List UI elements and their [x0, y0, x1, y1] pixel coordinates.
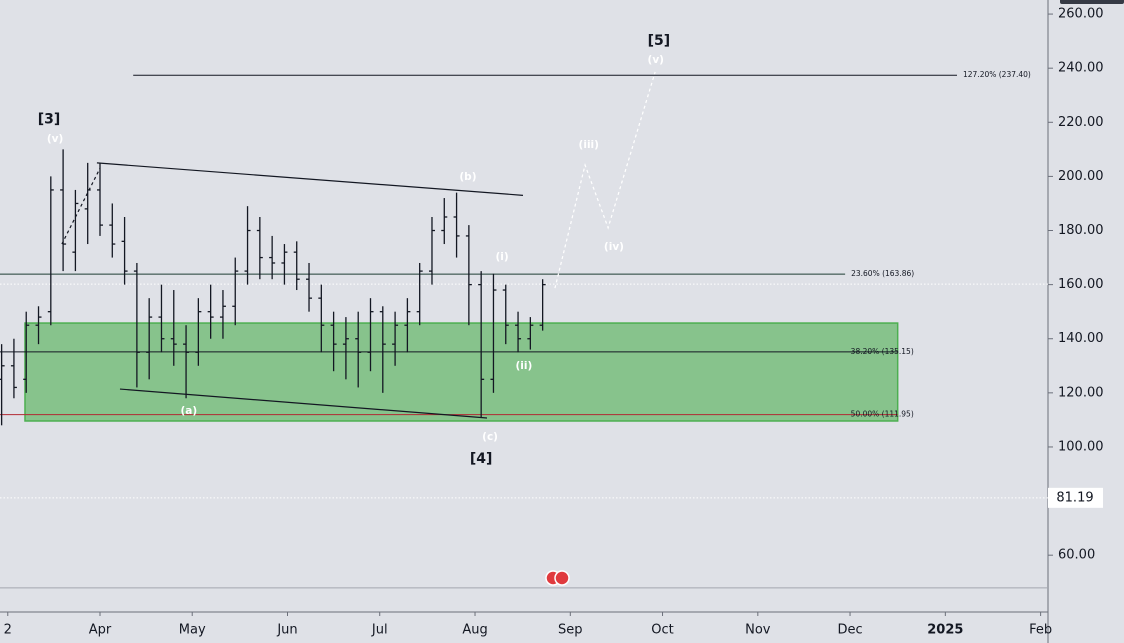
trendline [96, 162, 524, 196]
y-tick-label: 260.00 [1058, 7, 1104, 22]
x-tick-label: Nov [745, 623, 771, 638]
wave-degree-label: [4] [470, 451, 493, 467]
y-tick-label: 240.00 [1058, 61, 1104, 76]
wave-label: (v) [648, 54, 664, 66]
x-tick-label: Apr [89, 623, 112, 638]
x-tick-label: Feb [1029, 623, 1052, 638]
wave-degree-label: [5] [648, 33, 671, 49]
fib-label: 50.00% (111.95) [851, 410, 914, 419]
y-tick-label: 180.00 [1058, 223, 1104, 238]
trendline [119, 388, 488, 419]
wave-label: (c) [482, 431, 498, 443]
trendline [61, 168, 101, 245]
wave-label: (iii) [579, 139, 599, 151]
y-tick-label: 160.00 [1058, 277, 1104, 292]
price-marker-label: 81.19 [1056, 490, 1093, 505]
x-tick-label: May [179, 623, 206, 638]
wave-degree-label: [3] [38, 112, 61, 128]
x-tick-label: Jun [276, 623, 297, 638]
wave-label: (v) [47, 133, 63, 145]
y-tick-label: 120.00 [1058, 385, 1104, 400]
fib-label: 23.60% (163.86) [851, 269, 914, 278]
y-tick-label: 140.00 [1058, 331, 1104, 346]
wave-label: (iv) [604, 241, 624, 253]
fib-label: 38.20% (135.15) [851, 347, 914, 356]
x-tick-label: 2 [4, 623, 12, 638]
wave-label: (i) [495, 251, 508, 263]
wave-label: (a) [180, 405, 197, 417]
y-tick-label: 60.00 [1058, 548, 1095, 563]
y-tick-label: 200.00 [1058, 169, 1104, 184]
corner-button[interactable] [1060, 0, 1124, 4]
fib-label: 127.20% (237.40) [963, 70, 1031, 79]
event-flag[interactable] [545, 570, 570, 586]
x-tick-label: 2025 [927, 623, 963, 638]
x-tick-label: Aug [462, 623, 487, 638]
y-tick-label: 100.00 [1058, 439, 1104, 454]
x-tick-label: Sep [558, 623, 583, 638]
wave-label: (b) [459, 171, 476, 183]
y-tick-label: 220.00 [1058, 115, 1104, 130]
wave-label: (ii) [515, 360, 532, 372]
x-tick-label: Dec [837, 623, 862, 638]
flag-icon [554, 570, 570, 586]
price-marker-box [1048, 487, 1103, 508]
x-tick-label: Jul [371, 623, 388, 638]
x-tick-label: Oct [651, 623, 673, 638]
target-zone [24, 322, 899, 422]
